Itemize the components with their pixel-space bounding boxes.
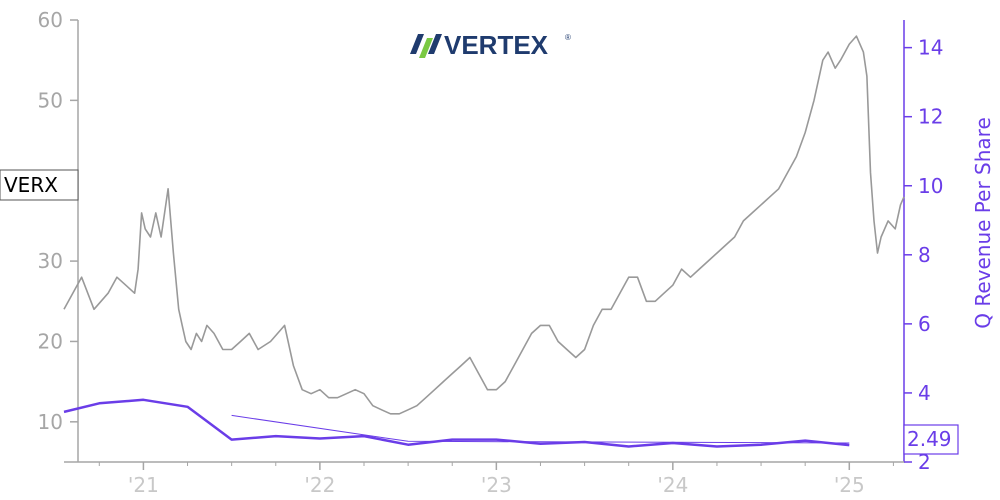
x-tick-label: '25 (834, 473, 865, 497)
revenue-series-line (63, 398, 850, 448)
last-value-box: 2.49 (903, 424, 959, 455)
logo-text: VERTEX (444, 30, 549, 60)
right-axis-ticks: 2 4 6 8 10 12 14 (904, 36, 943, 474)
x-tick-label: '22 (304, 473, 335, 497)
left-tick-label: 20 (38, 329, 63, 353)
price-series-line (63, 35, 905, 415)
right-tick-label: 10 (918, 174, 943, 198)
right-tick-label: 12 (918, 105, 943, 129)
x-tick-label: '23 (481, 473, 512, 497)
left-tick-label: 10 (38, 410, 63, 434)
x-axis-ticks: '21 '22 '23 '24 '25 (98, 462, 894, 497)
x-tick-label: '21 (128, 473, 159, 497)
series-layer (63, 35, 905, 448)
right-tick-label: 6 (918, 312, 931, 336)
registered-mark: ® (565, 33, 571, 42)
right-tick-label: 2 (918, 450, 931, 474)
right-axis-title: Q Revenue Per Share (971, 117, 995, 329)
left-axis-ticks: 102030405060 (38, 8, 78, 434)
left-tick-label: 50 (38, 88, 63, 112)
left-tick-label: 60 (38, 8, 63, 32)
trend-series-line (231, 414, 850, 444)
ticker-label: VERX (4, 173, 58, 197)
x-tick-label: '24 (657, 473, 688, 497)
vertex-logo: VERTEX ® (410, 30, 571, 60)
right-tick-label: 4 (918, 381, 931, 405)
ticker-label-box: VERX (0, 169, 79, 201)
vertex-logo-mark-icon (410, 34, 442, 58)
last-value-label: 2.49 (907, 427, 952, 451)
left-tick-label: 30 (38, 249, 63, 273)
right-tick-label: 14 (918, 36, 943, 60)
right-tick-label: 8 (918, 243, 931, 267)
